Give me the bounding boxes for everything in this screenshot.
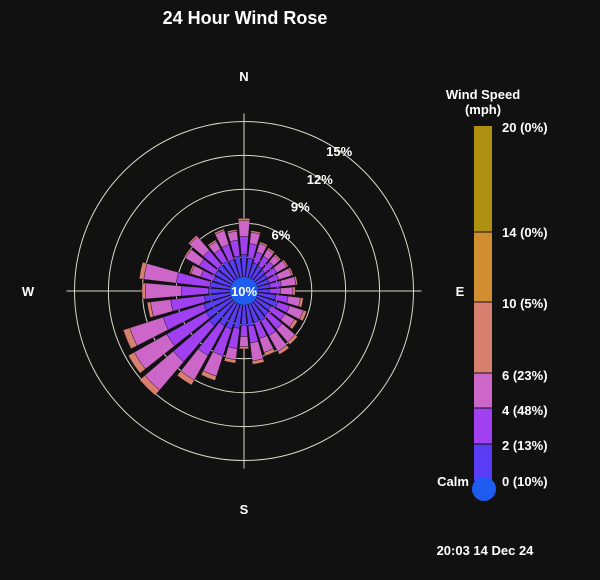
colorbar-calm-dot <box>472 477 496 501</box>
petal-segment-6 <box>249 232 261 246</box>
petal-segment-10 <box>251 358 265 365</box>
petal-segment-6 <box>143 263 179 284</box>
colorbar-level-label: 2 (13%) <box>502 438 548 453</box>
radial-tick-label: 15% <box>326 144 352 159</box>
petal-segment-10 <box>207 239 217 247</box>
petal-segment-10 <box>189 264 195 275</box>
petal-segment-10 <box>237 218 251 222</box>
colorbar-segment <box>474 408 492 444</box>
petal-segment-2 <box>257 288 270 294</box>
colorbar-title: Wind Speed <box>446 87 520 102</box>
colorbar-segment <box>474 302 492 373</box>
petal-segment-10 <box>289 318 298 330</box>
calm-center-label: 10% <box>231 284 257 299</box>
petal-segment-10 <box>259 241 268 247</box>
compass-south-label: S <box>240 502 249 517</box>
petal-segment-6 <box>280 286 294 296</box>
petal-segment-10 <box>288 267 294 276</box>
petal-segment-10 <box>183 248 192 259</box>
colorbar-level-label: 0 (10%) <box>502 474 548 489</box>
petal-segment-6 <box>145 282 182 300</box>
petal-segment-6 <box>239 336 249 347</box>
petal-segment-10 <box>200 370 217 381</box>
petal-segment-4 <box>239 236 249 255</box>
petal-segment-6 <box>286 295 301 307</box>
colorbar-segment <box>474 444 492 481</box>
compass-east-label: E <box>456 284 465 299</box>
wind-speed-colorbar: 0 (10%) 2 (13%) 4 (48%) 6 (23%) 10 (5%) 14 (0… <box>472 120 548 501</box>
petal-segment-10 <box>176 370 195 386</box>
colorbar-level-label: 20 (0%) <box>502 120 548 135</box>
petal-segment-10 <box>273 253 282 262</box>
petal-segment-4 <box>181 285 209 297</box>
colorbar-segment <box>474 232 492 302</box>
colorbar-level-label: 10 (5%) <box>502 296 548 311</box>
petal-segment-10 <box>292 286 296 296</box>
petal-segment-10 <box>122 327 138 350</box>
petal-segment-10 <box>287 334 298 345</box>
colorbar-calm-label: Calm <box>437 474 469 489</box>
radial-tick-label: 6% <box>272 228 291 243</box>
colorbar-level-label: 6 (23%) <box>502 368 548 383</box>
colorbar-segment <box>474 126 492 232</box>
petal-segment-6 <box>238 220 250 237</box>
petal-segment-10 <box>267 247 276 254</box>
timestamp: 20:03 14 Dec 24 <box>437 543 535 558</box>
petal-segment-6 <box>150 299 174 317</box>
calm-center-disc <box>230 277 258 305</box>
petal-segment-10 <box>213 228 225 235</box>
compass-north-label: N <box>239 69 248 84</box>
petal-segment-10 <box>223 357 237 364</box>
petal-segment-10 <box>282 259 289 268</box>
petal-segment-4 <box>240 324 248 337</box>
radial-tick-label: 12% <box>307 172 333 187</box>
colorbar-subtitle: (mph) <box>465 102 501 117</box>
colorbar-segment <box>474 373 492 408</box>
compass-west-label: W <box>22 284 35 299</box>
petal-segment-10 <box>263 348 276 357</box>
petal-segment-10 <box>294 275 298 286</box>
chart-title: 24 Hour Wind Rose <box>163 8 328 28</box>
colorbar-level-label: 4 (48%) <box>502 403 548 418</box>
radial-tick-label: 9% <box>291 200 310 215</box>
wind-rose-petals <box>122 218 307 396</box>
colorbar-level-label: 14 (0%) <box>502 225 548 240</box>
petal-segment-10 <box>127 351 146 374</box>
petal-segment-10 <box>250 230 261 235</box>
petal-segment-10 <box>299 309 307 322</box>
petal-segment-10 <box>239 346 249 350</box>
petal-segment-10 <box>139 261 148 280</box>
petal-segment-4 <box>268 287 281 295</box>
petal-segment-10 <box>226 229 238 234</box>
petal-segment-10 <box>141 282 146 300</box>
petal-segment-10 <box>298 297 304 308</box>
petal-segment-10 <box>139 375 160 396</box>
petal-segment-6 <box>224 346 238 361</box>
petal-segment-10 <box>146 301 154 318</box>
petal-segment-10 <box>277 345 290 355</box>
radial-tick-labels: 6%9% 12% 15% <box>272 144 353 242</box>
petal-segment-10 <box>187 234 198 245</box>
